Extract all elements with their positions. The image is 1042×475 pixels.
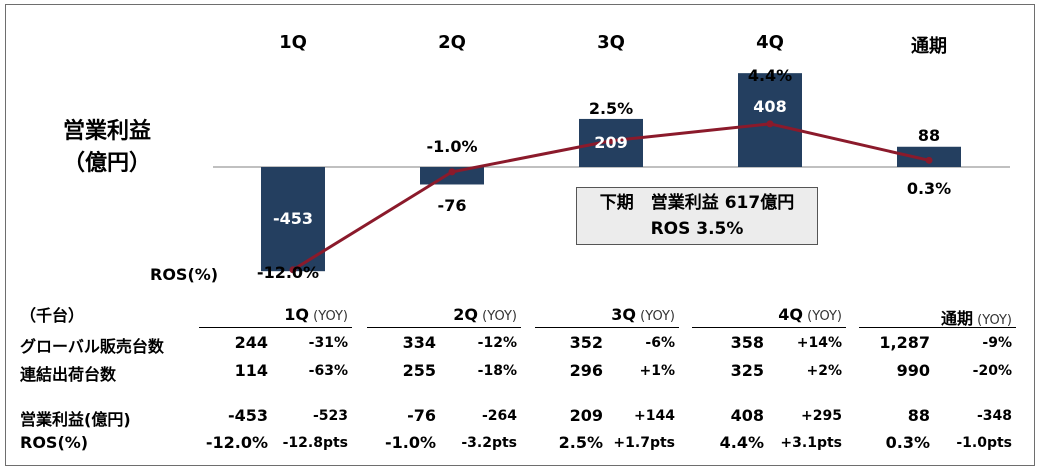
table-cell-yoy: -523 [312, 408, 348, 424]
ros-point-1 [448, 168, 456, 176]
table-cell-yoy: -3.2pts [461, 435, 517, 451]
table-header-quarter: 3Q [611, 305, 637, 324]
table-cell-value: 209 [569, 406, 603, 425]
table-cell-value: -12.0% [205, 433, 268, 452]
table-cell-yoy: +295 [801, 408, 842, 424]
table-header-rule-4 [859, 327, 1016, 328]
bar-value-label-4: 88 [918, 126, 940, 145]
table-cell-value: 255 [402, 361, 436, 380]
table-cell-value: 114 [234, 361, 268, 380]
table-header-1: 2Q (YOY) [367, 305, 517, 324]
table-header-quarter: 1Q [284, 305, 310, 324]
table-cell-yoy: +14% [796, 335, 842, 351]
table-cell-value: 4.4% [719, 433, 764, 452]
table-cell-value: 88 [907, 406, 930, 425]
ros-value-label-2: 2.5% [589, 99, 633, 118]
table-cell-yoy: -6% [645, 335, 675, 351]
table-header-quarter: 2Q [453, 305, 479, 324]
table-cell-yoy: -12% [477, 335, 517, 351]
chart-plot: -453 -76 209 408 88 -12.0% -1.0% 2.5% 4.4% 0.3% [213, 66, 1010, 282]
table-cell-yoy: +3.1pts [780, 435, 842, 451]
ros-value-label-0: -12.0% [257, 263, 319, 282]
table-header-yoy: (YOY) [478, 309, 517, 324]
ros-point-3 [766, 120, 774, 128]
table-header-quarter: 4Q [778, 305, 804, 324]
table-cell-yoy: -9% [982, 335, 1012, 351]
table-header-yoy: (YOY) [309, 309, 348, 324]
bar-0 [261, 167, 325, 272]
table-cell-value: 358 [730, 333, 764, 352]
table-cell-yoy: -20% [972, 363, 1012, 379]
table-cell-value: 296 [569, 361, 603, 380]
table-cell-value: 244 [234, 333, 268, 352]
quarter-header-0: 1Q [279, 32, 307, 53]
table-cell-yoy: -12.8pts [282, 435, 348, 451]
table-cell-yoy: -348 [976, 408, 1012, 424]
table-unit-label: （千台） [20, 306, 85, 325]
table-cell-yoy: +1% [639, 363, 676, 379]
table-cell-value: 334 [402, 333, 436, 352]
table-cell-yoy: -1.0pts [956, 435, 1012, 451]
table-cell-value: 1,287 [879, 333, 930, 352]
table-header-4: 通期 (YOY) [859, 305, 1012, 329]
chart-title-line-2: （億円） [62, 151, 151, 176]
bar-value-label-1: -76 [438, 196, 467, 215]
chart-title: 営業利益 （億円） [42, 116, 172, 180]
table-cell-value: -453 [227, 406, 268, 425]
table-cell-yoy: +2% [806, 363, 843, 379]
table-cell-value: 352 [569, 333, 603, 352]
ros-point-2 [607, 137, 615, 145]
table-header-yoy: (YOY) [803, 309, 842, 324]
ros-value-label-1: -1.0% [426, 137, 477, 156]
table-cell-value: 990 [896, 361, 930, 380]
ros-value-label-3: 4.4% [748, 66, 792, 85]
table-cell-value: -76 [407, 406, 436, 425]
table-cell-value: 408 [730, 406, 764, 425]
table-header-rule-3 [692, 327, 846, 328]
table-header-2: 3Q (YOY) [535, 305, 675, 324]
table-row-label-0: グローバル販売台数 [20, 337, 164, 356]
quarter-header-4: 通期 [911, 36, 947, 57]
table-header-rule-2 [535, 327, 679, 328]
chart-frame [5, 4, 1035, 466]
ros-value-label-4: 0.3% [907, 179, 951, 198]
table-row-label-2: 営業利益(億円) [20, 410, 131, 429]
table-header-rule-1 [367, 327, 521, 328]
table-cell-value: 2.5% [558, 433, 603, 452]
callout-line-1: 下期 営業利益 617億円 [599, 193, 795, 213]
bar-value-label-3: 408 [753, 97, 786, 116]
table-header-0: 1Q (YOY) [199, 305, 348, 324]
table-cell-yoy: -18% [477, 363, 517, 379]
table-header-yoy: (YOY) [973, 313, 1012, 328]
table-cell-value: -1.0% [384, 433, 436, 452]
bar-3 [738, 73, 802, 167]
second-half-callout: 下期 営業利益 617億円 ROS 3.5% [576, 187, 818, 245]
table-row-label-1: 連結出荷台数 [20, 365, 117, 384]
table-header-yoy: (YOY) [636, 309, 675, 324]
bar-value-label-2: 209 [594, 133, 627, 152]
table-header-rule-0 [199, 327, 352, 328]
quarter-header-2: 3Q [597, 32, 625, 53]
ros-axis-label: ROS(%) [150, 265, 219, 284]
table-cell-yoy: -264 [481, 408, 517, 424]
chart-title-line-1: 営業利益 [62, 119, 151, 144]
table-header-quarter: 通期 [941, 309, 974, 328]
callout-line-2: ROS 3.5% [650, 219, 744, 239]
quarter-header-3: 4Q [756, 32, 784, 53]
table-cell-yoy: -63% [308, 363, 348, 379]
table-header-3: 4Q (YOY) [692, 305, 842, 324]
ros-point-0 [289, 266, 297, 274]
table-row-label-3: ROS(%) [20, 433, 89, 452]
table-cell-value: 325 [730, 361, 764, 380]
table-cell-yoy: +1.7pts [613, 435, 675, 451]
table-cell-yoy: +144 [634, 408, 675, 424]
bar-value-label-0: -453 [273, 209, 313, 228]
ros-point-4 [925, 156, 933, 164]
table-cell-yoy: -31% [308, 335, 348, 351]
quarter-header-1: 2Q [438, 32, 466, 53]
table-cell-value: 0.3% [885, 433, 930, 452]
